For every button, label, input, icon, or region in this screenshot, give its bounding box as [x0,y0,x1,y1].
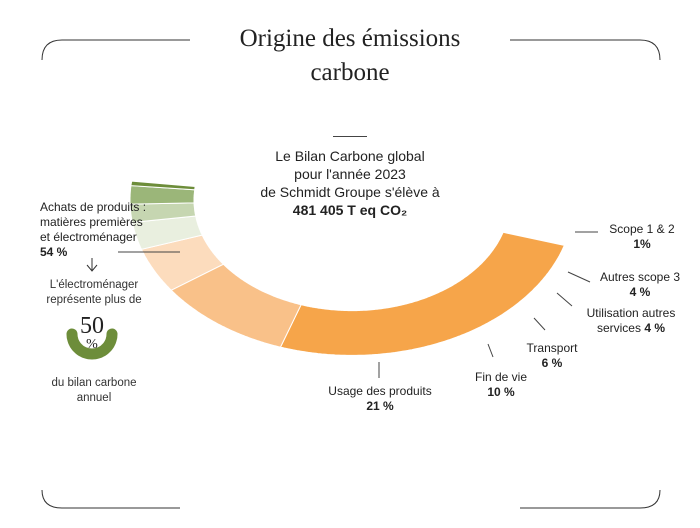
chart-title: Origine des émissions carbone [200,22,500,90]
label-scope3: Autres scope 3 4 % [592,270,688,300]
frame-corner-bottom-left [41,489,180,509]
center-divider [333,136,367,137]
leader-line-finvie [487,343,494,358]
note-line-4: annuel [76,392,112,404]
label-transport-line-1: Transport [526,341,578,355]
note-line-2: représente plus de [46,294,142,306]
label-scope3-line-1: Autres scope 3 [599,270,681,284]
center-total: 481 405 T eq CO₂ [292,202,408,218]
label-scope3-pct: 4 % [629,285,651,299]
label-achats-pct: 54 % [40,245,68,259]
leader-lines [118,231,598,378]
label-usage-pct: 21 % [366,399,394,413]
label-services-pct: 4 % [644,321,666,335]
donut-segments [129,180,566,356]
leader-line-services [556,292,573,307]
label-services-line-1: Utilisation autres [586,306,676,320]
note-value: 50 [80,313,104,339]
note-block: L'électroménager représente plus de [24,278,164,308]
label-achats-line-2: matières premières [40,215,143,229]
donut-segment [279,231,566,356]
note-footer: du bilan carbone annuel [24,376,164,406]
center-line-2: pour l'année 2023 [294,166,406,182]
center-summary: Le Bilan Carbone global pour l'année 202… [230,136,470,219]
chart-title-line-1: Origine des émissions [239,25,461,52]
frame-corner-bottom-right [520,489,661,509]
label-services: Utilisation autres services 4 % [576,306,686,336]
down-arrow-icon [86,258,98,272]
label-scope12-line-1: Scope 1 & 2 [609,222,675,236]
donut-segment [130,180,196,191]
label-services-line-2: services [596,321,641,335]
label-usage-line-1: Usage des produits [328,384,432,398]
chart-title-line-2: carbone [310,59,390,86]
label-achats-line-1: Achats de produits : [40,200,147,214]
center-line-3: de Schmidt Groupe s'élève à [260,184,440,200]
note-line-3: du bilan carbone [51,377,137,389]
note-unit: % [86,337,98,352]
leader-line-scope3 [567,271,591,283]
label-finvie: Fin de vie 10 % [470,370,532,400]
label-scope12-pct: 1% [633,237,651,251]
label-scope12: Scope 1 & 2 1% [602,222,682,252]
label-transport-pct: 6 % [541,356,563,370]
label-achats-line-3: et électroménager [40,230,137,244]
label-usage: Usage des produits 21 % [320,384,440,414]
label-achats: Achats de produits : matières premières … [40,200,190,260]
label-finvie-line-1: Fin de vie [474,370,528,384]
label-finvie-pct: 10 % [487,385,515,399]
frame-corner-top-right [510,39,661,61]
center-line-1: Le Bilan Carbone global [275,148,425,164]
label-transport: Transport 6 % [521,341,583,371]
frame-corner-top-left [41,39,190,61]
note-line-1: L'électroménager [49,279,139,291]
note-arc [66,328,118,360]
leader-line-transport [533,317,546,331]
